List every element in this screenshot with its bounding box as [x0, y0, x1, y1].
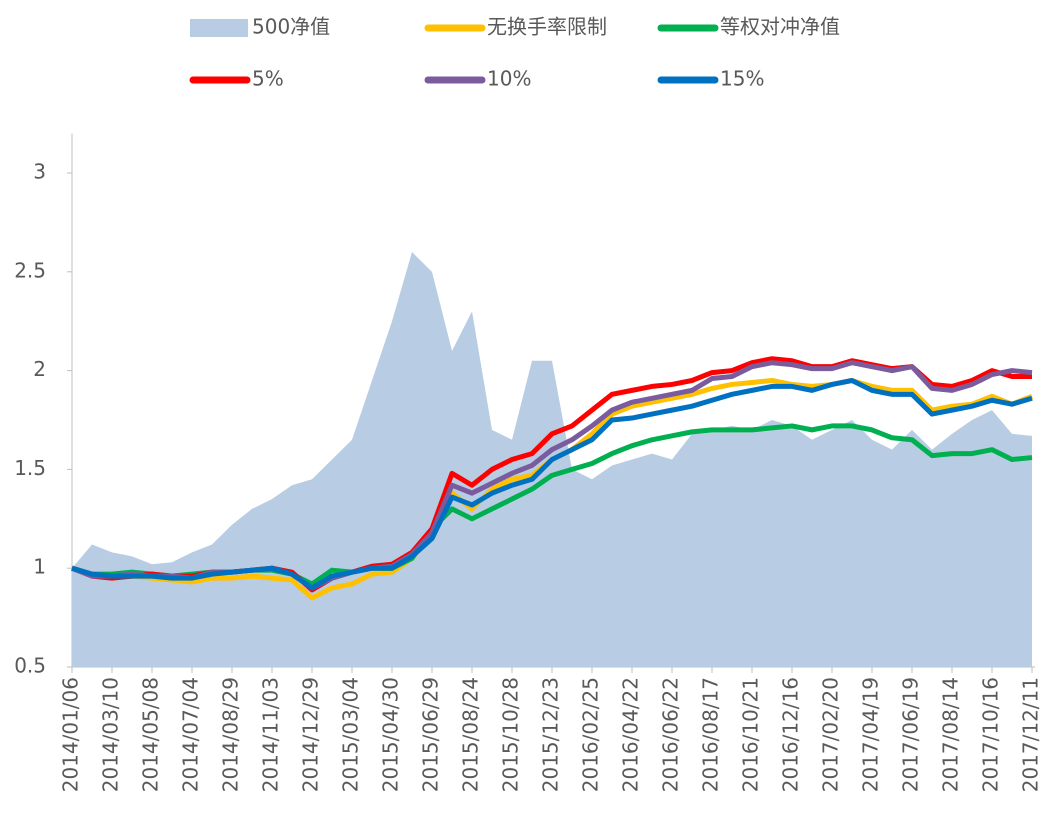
x-tick-label: 2017/02/20: [819, 677, 843, 792]
x-tick-label: 2017/12/11: [1019, 677, 1043, 792]
y-tick-label: 1: [33, 555, 46, 579]
x-tick-label: 2016/08/17: [699, 677, 723, 792]
y-tick-label: 2.5: [14, 258, 46, 282]
x-tick-label: 2015/03/04: [339, 677, 363, 792]
x-tick-label: 2017/08/14: [939, 677, 963, 792]
x-tick-label: 2014/03/10: [99, 677, 123, 792]
x-tick-label: 2017/10/16: [979, 677, 1003, 792]
legend-label: 10%: [487, 67, 531, 91]
legend-label: 15%: [720, 67, 764, 91]
x-tick-label: 2017/04/19: [859, 677, 883, 792]
x-tick-label: 2015/04/30: [379, 677, 403, 792]
x-tick-label: 2017/06/19: [899, 677, 923, 792]
x-tick-label: 2016/12/16: [779, 677, 803, 792]
y-tick-label: 3: [33, 160, 46, 184]
x-tick-label: 2014/01/06: [59, 677, 83, 792]
x-tick-label: 2014/05/08: [139, 677, 163, 792]
x-tick-label: 2016/04/22: [619, 677, 643, 792]
x-tick-label: 2014/11/03: [259, 677, 283, 792]
line: [71, 377, 1033, 591]
x-tick-label: 2016/10/21: [739, 677, 763, 792]
y-tick-label: 0.5: [14, 654, 46, 678]
x-tick-label: 2015/12/23: [539, 677, 563, 792]
x-tick-label: 2016/02/25: [579, 677, 603, 792]
x-tick-label: 2015/10/28: [499, 677, 523, 792]
y-tick-label: 2: [33, 357, 46, 381]
legend-label: 500净值: [252, 15, 330, 39]
x-tick-label: 2015/08/24: [459, 677, 483, 792]
x-tick-label: 2015/06/29: [419, 677, 443, 792]
legend-label: 等权对冲净值: [720, 15, 840, 39]
x-tick-label: 2014/12/29: [299, 677, 323, 792]
x-tick-label: 2016/06/22: [659, 677, 683, 792]
legend-label: 无换手率限制: [487, 15, 607, 39]
x-tick-label: 2014/07/04: [179, 677, 203, 792]
legend-swatch: [190, 19, 248, 37]
legend-label: 5%: [252, 67, 284, 91]
y-tick-label: 1.5: [14, 456, 46, 480]
x-tick-label: 2014/08/29: [219, 677, 243, 792]
